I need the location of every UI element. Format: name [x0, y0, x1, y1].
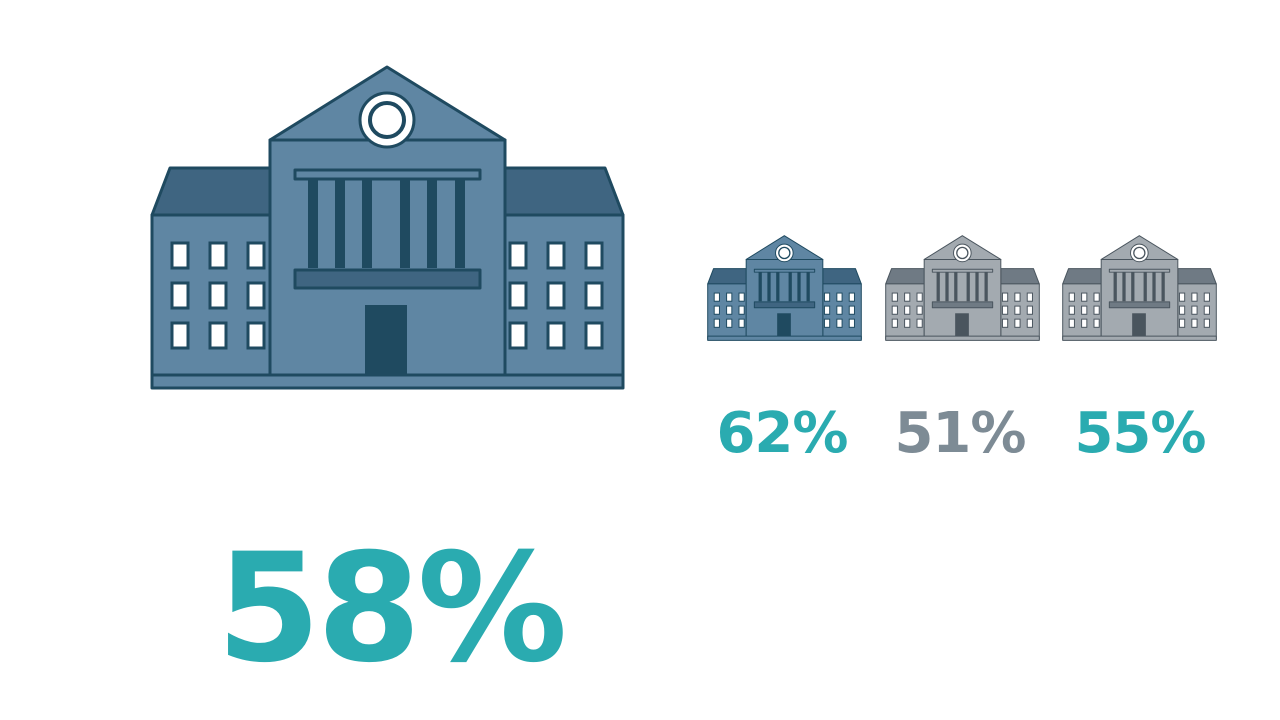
building-icon: [707, 235, 862, 341]
main-stat-value: 58%: [216, 522, 563, 696]
building-icon: [1062, 235, 1217, 341]
stat-value: 55%: [1074, 401, 1205, 466]
stat-value: 51%: [894, 401, 1025, 466]
stat-value: 62%: [716, 401, 847, 466]
building-icon: [885, 235, 1040, 341]
building-icon-large: [152, 67, 623, 388]
